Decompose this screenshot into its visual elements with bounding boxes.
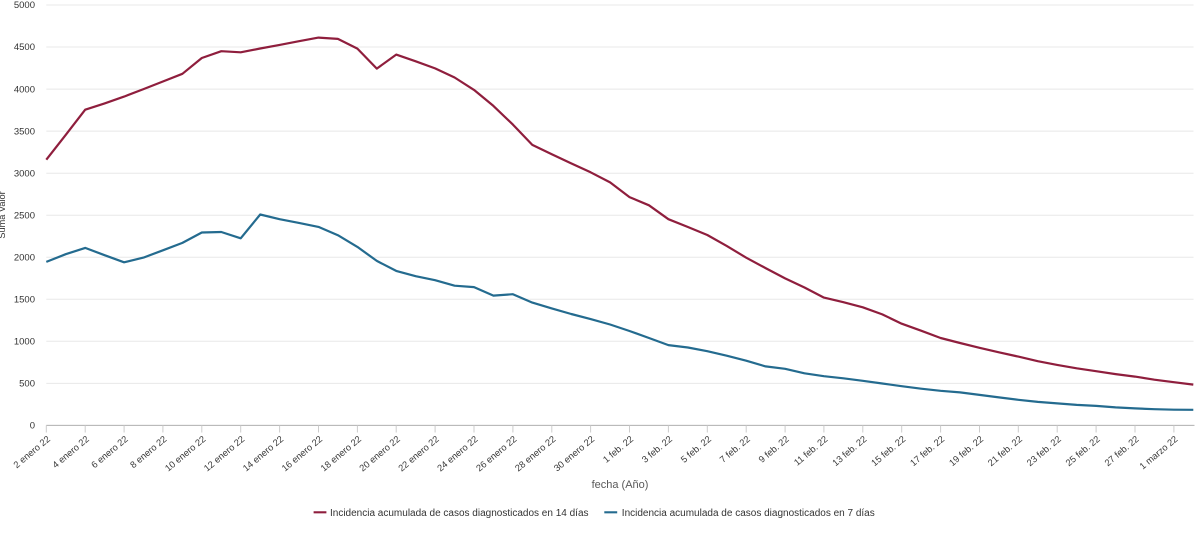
svg-text:4500: 4500 [14, 42, 35, 53]
svg-text:fecha (Año): fecha (Año) [592, 479, 649, 491]
svg-text:1500: 1500 [14, 295, 35, 306]
svg-text:0: 0 [30, 421, 35, 432]
svg-text:2000: 2000 [14, 252, 35, 263]
svg-text:3500: 3500 [14, 126, 35, 137]
svg-text:4000: 4000 [14, 84, 35, 95]
svg-text:Incidencia acumulada de casos: Incidencia acumulada de casos diagnostic… [330, 508, 589, 519]
svg-text:5000: 5000 [14, 0, 35, 11]
svg-text:Incidencia acumulada de casos: Incidencia acumulada de casos diagnostic… [622, 508, 875, 519]
svg-text:3000: 3000 [14, 168, 35, 179]
svg-text:500: 500 [19, 379, 35, 390]
svg-text:1000: 1000 [14, 337, 35, 348]
svg-text:2500: 2500 [14, 210, 35, 221]
svg-text:Suma Valor: Suma Valor [0, 191, 7, 238]
